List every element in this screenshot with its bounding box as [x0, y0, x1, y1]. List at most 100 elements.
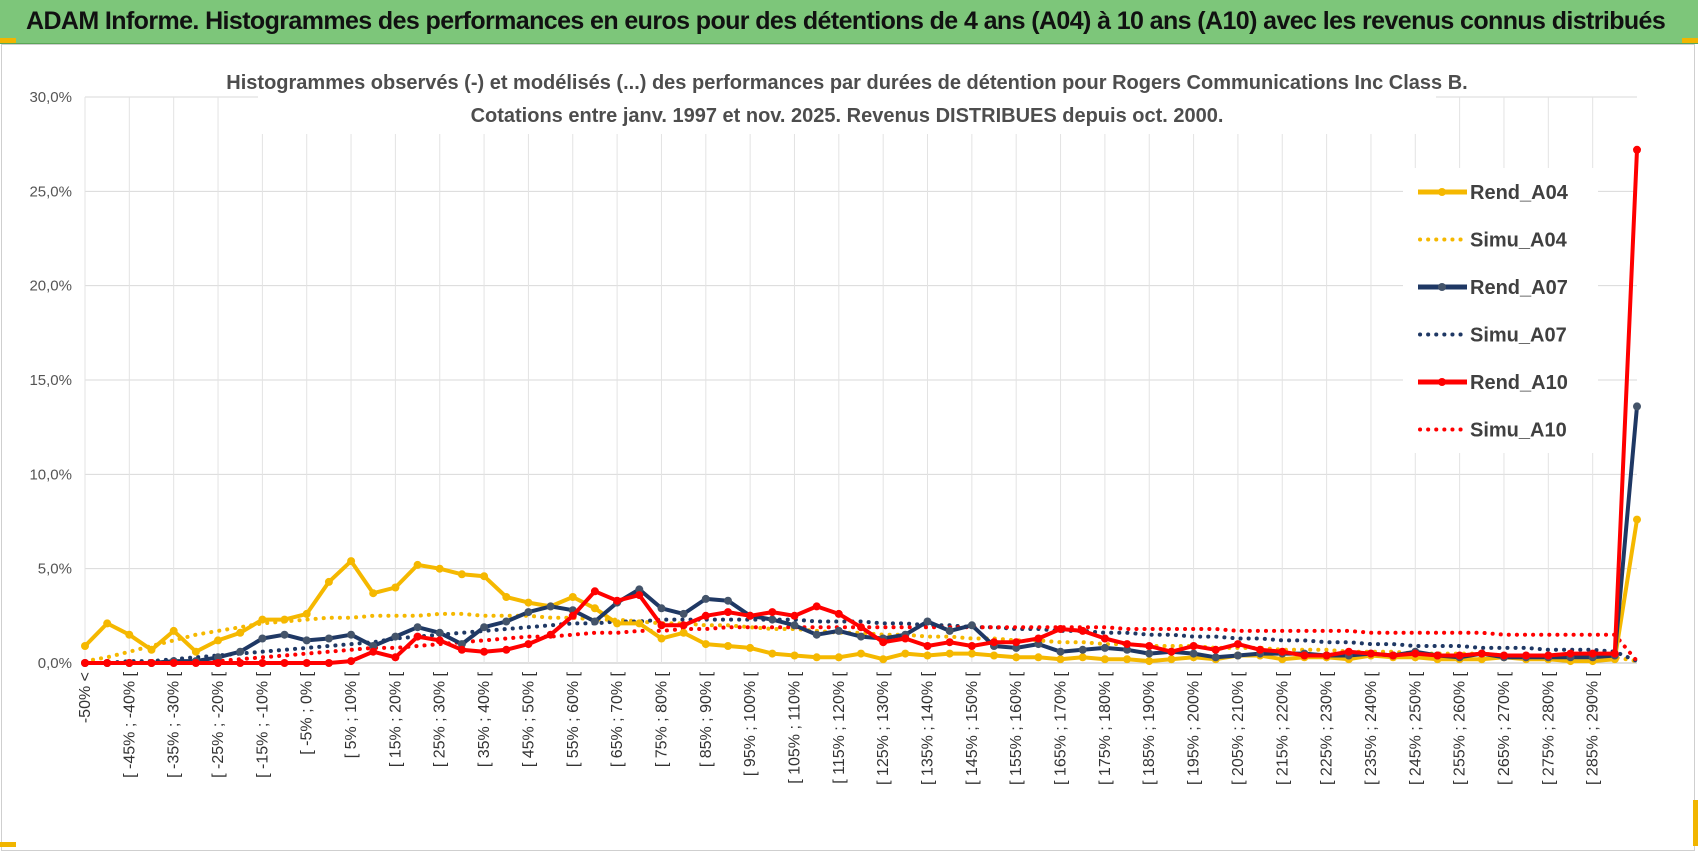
- x-tick-label: [ -15% ; -10% [: [254, 671, 271, 777]
- title-background: [258, 62, 1436, 134]
- legend-label: Rend_A07: [1470, 277, 1568, 299]
- data-point: [1477, 655, 1486, 664]
- data-point: [369, 642, 378, 650]
- series-rend-a10: [81, 145, 1641, 667]
- y-tick-label: 15,0%: [29, 372, 72, 389]
- data-point: [1211, 653, 1220, 662]
- data-point: [524, 598, 533, 607]
- data-point: [1189, 649, 1198, 658]
- data-point: [236, 659, 245, 667]
- y-tick-label: 10,0%: [29, 466, 72, 483]
- data-point: [857, 649, 865, 658]
- data-point: [901, 634, 910, 643]
- x-tick-label: [ 185% ; 190% [: [1141, 671, 1158, 785]
- x-tick-label: [ 205% ; 210% [: [1230, 671, 1247, 785]
- data-point: [1455, 651, 1464, 660]
- legend-background: [1403, 168, 1598, 453]
- legend-item: Rend_A07: [1418, 277, 1568, 299]
- data-point: [546, 602, 555, 611]
- data-point: [679, 609, 688, 618]
- data-point: [1522, 651, 1531, 660]
- legend-item: Simu_A04: [1418, 230, 1568, 252]
- legend-item: Simu_A10: [1418, 420, 1567, 442]
- data-point: [812, 653, 821, 662]
- data-point: [568, 593, 577, 601]
- data-point: [1034, 653, 1043, 662]
- data-point: [1145, 642, 1154, 650]
- data-point: [302, 636, 311, 645]
- data-point: [879, 638, 888, 647]
- data-point: [923, 651, 932, 660]
- data-point: [280, 615, 289, 624]
- data-point: [81, 659, 89, 667]
- x-tick-label: [ 95% ; 100% [: [742, 671, 759, 776]
- y-tick-label: 0,0%: [38, 655, 72, 672]
- data-point: [768, 649, 777, 658]
- data-point: [657, 621, 666, 630]
- data-point: [125, 659, 134, 667]
- x-tick-label: [ 105% ; 110% [: [786, 671, 803, 783]
- data-point: [1566, 649, 1575, 658]
- series-layer: [81, 145, 1641, 667]
- data-point: [834, 626, 843, 635]
- x-tick-label: [ 145% ; 150% [: [964, 671, 981, 785]
- data-point: [967, 642, 976, 650]
- x-tick-label: [ 75% ; 80% [: [653, 671, 670, 767]
- data-point: [1123, 645, 1132, 654]
- data-point: [502, 617, 511, 626]
- data-point: [258, 659, 267, 667]
- data-point: [812, 602, 821, 611]
- data-point: [236, 628, 245, 637]
- data-point: [967, 649, 976, 658]
- chart-frame: [1, 44, 1695, 851]
- data-point: [590, 617, 599, 626]
- data-point: [990, 651, 998, 660]
- data-point: [701, 640, 710, 649]
- legend-item: Rend_A10: [1418, 372, 1568, 394]
- data-point: [324, 659, 333, 667]
- legend-label: Simu_A04: [1470, 230, 1568, 252]
- data-point: [236, 647, 245, 656]
- data-point: [125, 630, 134, 639]
- y-tick-label: 5,0%: [38, 561, 72, 578]
- data-point: [413, 560, 422, 569]
- x-tick-label: [ 215% ; 220% [: [1274, 671, 1291, 785]
- x-tick-label: [ 125% ; 130% [: [875, 671, 892, 785]
- data-point: [1256, 645, 1265, 654]
- data-point: [1123, 640, 1132, 649]
- data-point: [502, 645, 511, 654]
- x-tick-label: -50% <: [77, 672, 94, 723]
- data-point: [169, 626, 178, 635]
- legend-label: Simu_A10: [1470, 420, 1567, 442]
- data-point: [1433, 651, 1442, 660]
- data-point: [790, 611, 799, 620]
- x-tick-label: [ 35% ; 40% [: [476, 671, 493, 767]
- data-point: [1366, 649, 1375, 658]
- data-point: [413, 632, 422, 641]
- data-point: [302, 609, 311, 618]
- data-point: [280, 630, 289, 639]
- data-point: [967, 621, 976, 630]
- data-point: [1056, 655, 1065, 664]
- data-point: [1078, 626, 1087, 635]
- data-point: [1344, 647, 1353, 656]
- data-point: [724, 608, 732, 617]
- data-point: [480, 623, 489, 632]
- data-point: [679, 621, 688, 630]
- report-title: ADAM Informe. Histogrammes des performan…: [26, 7, 1666, 35]
- x-tick-label: [ 65% ; 70% [: [609, 671, 626, 767]
- data-point: [746, 643, 755, 652]
- x-tick-label: [ -45% ; -40% [: [121, 671, 138, 777]
- data-point: [480, 572, 489, 581]
- data-point: [347, 557, 356, 566]
- data-point: [1633, 515, 1641, 524]
- data-point: [1056, 625, 1065, 633]
- legend-marker: [1438, 283, 1446, 291]
- x-tick-label: [ 15% ; 20% [: [387, 671, 404, 767]
- data-point: [546, 630, 555, 639]
- x-tick-label: [ 25% ; 30% [: [432, 671, 449, 767]
- data-point: [790, 651, 799, 660]
- data-point: [324, 577, 333, 586]
- data-point: [1233, 651, 1242, 660]
